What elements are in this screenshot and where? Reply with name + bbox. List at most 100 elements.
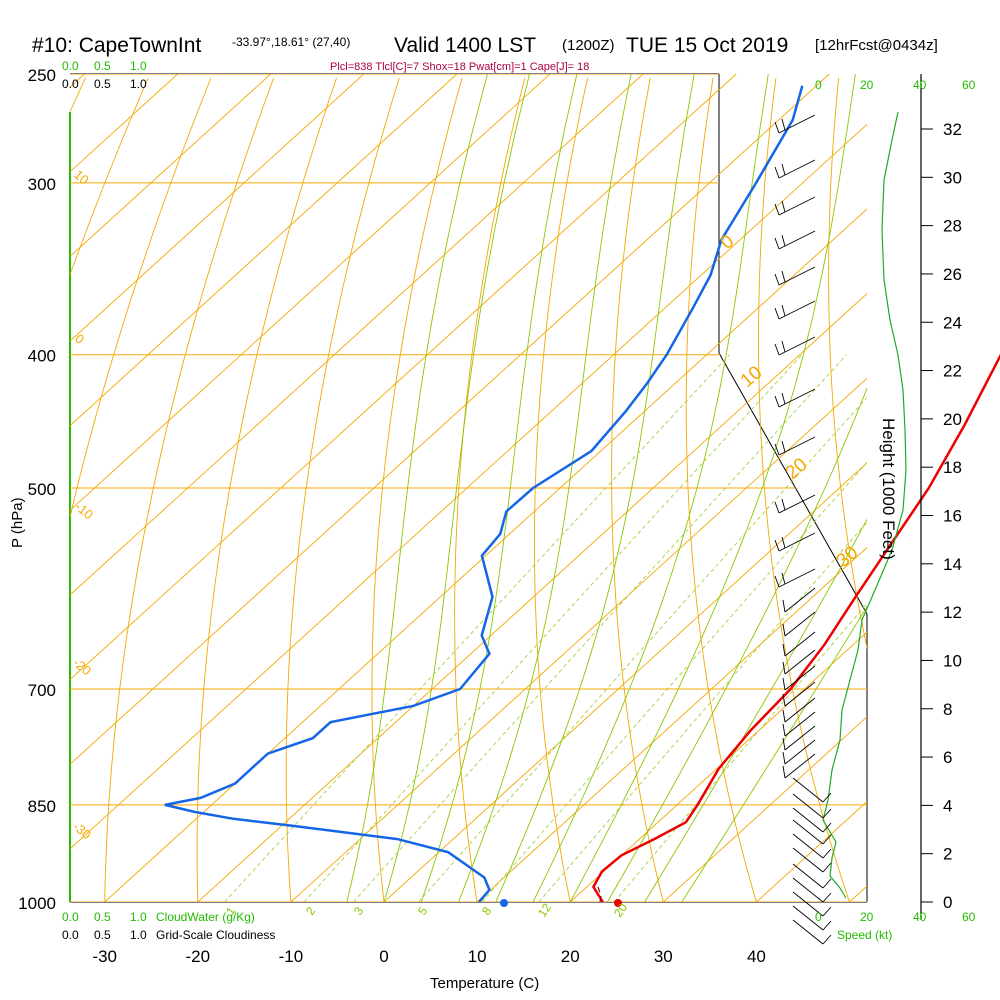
barb-flag — [774, 203, 780, 216]
barb-shaft — [792, 833, 824, 859]
temperature-tick-label: -30 — [92, 947, 117, 966]
wind-barb — [792, 905, 832, 931]
pressure-axis-labels: 250 300 400 500 700 850 1000 — [18, 66, 56, 913]
barb-flag — [782, 737, 786, 751]
wind-barb — [774, 196, 816, 216]
barb-shaft — [784, 649, 816, 675]
dry-adiabat-line — [196, 77, 337, 902]
height-tick-label: 16 — [943, 507, 962, 526]
wind-barb — [792, 819, 832, 845]
mixing-ratio-line — [353, 354, 847, 902]
barb-shaft — [792, 819, 824, 845]
barb-shaft — [778, 494, 816, 514]
pressure-tick-label: 400 — [28, 347, 56, 366]
speed-top-tick: 40 — [913, 78, 927, 92]
pressure-tick-label: 850 — [28, 797, 56, 816]
barb-flag — [822, 848, 832, 859]
barb-shaft — [792, 793, 824, 819]
isotherm-label: 30 — [833, 542, 863, 572]
wind-speed-profile — [822, 111, 907, 899]
isotherm-line — [383, 462, 867, 902]
isotherm-line — [476, 546, 867, 902]
cloudiness-top-tick: 0.0 — [62, 77, 79, 91]
barb-flag — [782, 723, 786, 737]
isotherm-line — [70, 74, 458, 427]
temperature-tick-label: 10 — [468, 947, 487, 966]
speed-top-tick: 60 — [962, 78, 976, 92]
barb-flag — [782, 643, 786, 657]
height-tick-label: 12 — [943, 603, 962, 622]
barb-flag — [782, 765, 786, 779]
barb-shaft — [784, 697, 816, 723]
barb-flag — [782, 693, 786, 707]
moist-adiabat-line — [420, 74, 578, 902]
mixing-ratio-line — [538, 521, 867, 902]
speed-bottom-tick: 40 — [913, 910, 927, 924]
dry-adiabat-label: -20 — [70, 655, 94, 679]
barb-flag — [822, 878, 832, 889]
wind-barb — [782, 697, 816, 723]
barb-flag — [774, 443, 780, 456]
barb-flag — [822, 808, 832, 819]
dry-adiabat-line — [897, 78, 1000, 902]
barb-shaft — [792, 891, 824, 917]
dewpoint-profile — [164, 85, 804, 903]
barb-flag — [782, 661, 786, 675]
wind-barb — [774, 388, 816, 408]
dry-adiabat-line — [534, 77, 589, 902]
barb-flag — [781, 392, 786, 405]
isobars — [70, 74, 867, 902]
wind-barb — [782, 739, 816, 765]
height-tick-label: 18 — [943, 458, 962, 477]
barb-shaft — [778, 266, 816, 286]
speed-top-tick: 20 — [860, 78, 874, 92]
wind-barb — [774, 300, 816, 320]
speed-top-tick: 0 — [815, 78, 822, 92]
barb-flag — [781, 536, 786, 549]
station-title: #10: CapeTownInt — [32, 34, 201, 57]
wind-barb — [782, 649, 816, 675]
wind-barb — [792, 833, 832, 859]
barb-shaft — [784, 631, 816, 657]
dry-adiabat-line — [371, 77, 463, 902]
stability-indices: Plcl=838 Tlcl[C]=7 Shox=18 Pwat[cm]=1 Ca… — [330, 61, 589, 73]
mixing-ratio-label: 8 — [479, 904, 494, 918]
station-coords: -33.97°,18.61° (27,40) — [232, 35, 350, 49]
mixing-ratio-label: 5 — [415, 904, 430, 918]
valid-time: Valid 1400 LST — [394, 34, 536, 57]
wind-barb — [774, 266, 816, 286]
barb-shaft — [778, 436, 816, 456]
height-tick-label: 20 — [943, 410, 962, 429]
dry-adiabats — [70, 77, 1000, 902]
isotherm-line — [70, 74, 272, 258]
wind-barb — [782, 665, 816, 691]
barb-flag — [822, 906, 832, 917]
height-tick-label: 28 — [943, 217, 962, 236]
barb-shaft — [792, 847, 824, 873]
wind-barb — [792, 807, 832, 833]
cloudwater-label: CloudWater (g/Kg) — [156, 910, 255, 924]
height-tick-label: 32 — [943, 120, 962, 139]
dry-adiabat-line — [285, 77, 400, 902]
pressure-tick-label: 250 — [28, 66, 56, 85]
dry-adiabat-line — [70, 77, 212, 520]
parcel-path — [597, 886, 602, 903]
barb-shaft — [792, 777, 824, 803]
dry-adiabat-label: 10 — [71, 167, 92, 188]
moist-adiabat-line — [383, 74, 530, 902]
moist-adiabat-line — [495, 74, 695, 902]
height-axis-title: Height (1000 Feet) — [879, 418, 898, 560]
barb-shaft — [784, 739, 816, 765]
dry-adiabat-line — [828, 77, 867, 650]
isotherm-label: 20 — [782, 454, 812, 484]
wind-barb — [774, 532, 816, 552]
zulu-time: (1200Z) — [562, 37, 615, 54]
wind-barb — [774, 494, 816, 514]
barb-shaft — [784, 711, 816, 737]
barb-shaft — [784, 665, 816, 691]
barb-flag — [782, 677, 786, 691]
wind-barb — [782, 631, 816, 657]
cloudiness-top-tick: 0.5 — [94, 77, 111, 91]
